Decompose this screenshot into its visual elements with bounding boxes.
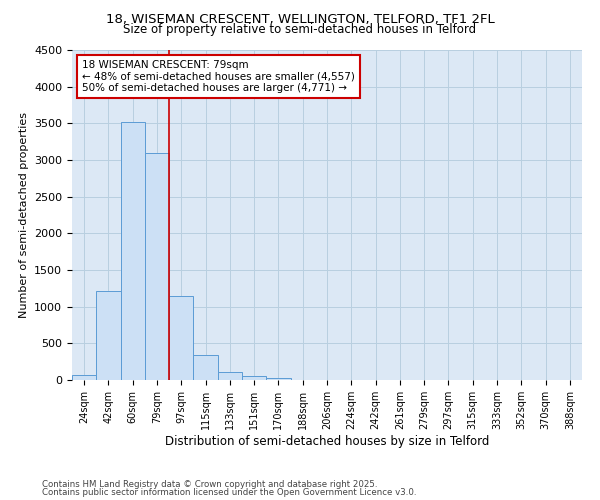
Bar — [96, 290, 121, 380]
Bar — [121, 122, 145, 380]
Text: Contains HM Land Registry data © Crown copyright and database right 2025.: Contains HM Land Registry data © Crown c… — [42, 480, 377, 489]
Text: 18 WISEMAN CRESCENT: 79sqm
← 48% of semi-detached houses are smaller (4,557)
50%: 18 WISEMAN CRESCENT: 79sqm ← 48% of semi… — [82, 60, 355, 93]
Text: 18, WISEMAN CRESCENT, WELLINGTON, TELFORD, TF1 2FL: 18, WISEMAN CRESCENT, WELLINGTON, TELFOR… — [106, 12, 494, 26]
X-axis label: Distribution of semi-detached houses by size in Telford: Distribution of semi-detached houses by … — [165, 434, 489, 448]
Y-axis label: Number of semi-detached properties: Number of semi-detached properties — [19, 112, 29, 318]
Bar — [266, 378, 290, 380]
Bar — [218, 372, 242, 380]
Bar — [72, 374, 96, 380]
Bar — [242, 376, 266, 380]
Bar — [145, 152, 169, 380]
Bar — [169, 296, 193, 380]
Text: Size of property relative to semi-detached houses in Telford: Size of property relative to semi-detach… — [124, 22, 476, 36]
Bar — [193, 356, 218, 380]
Text: Contains public sector information licensed under the Open Government Licence v3: Contains public sector information licen… — [42, 488, 416, 497]
